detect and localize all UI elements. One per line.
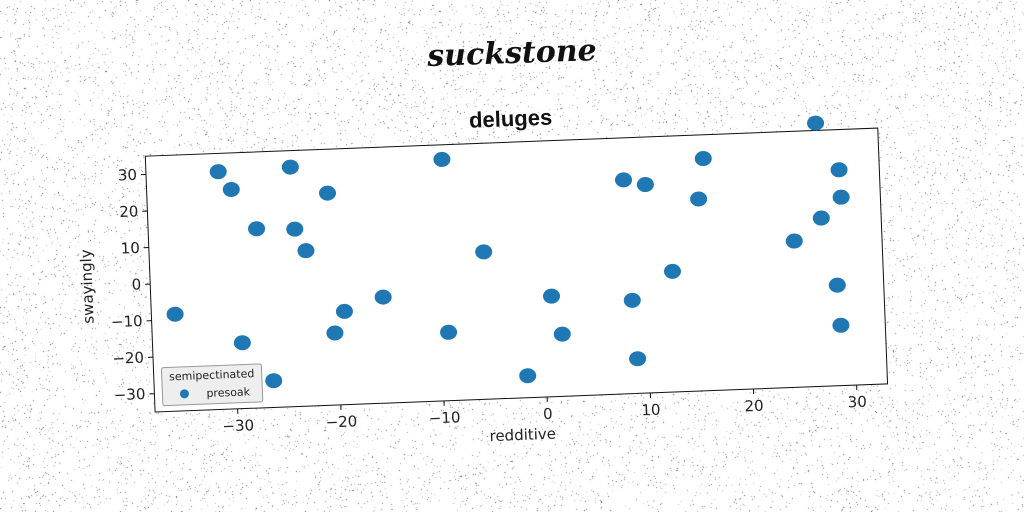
x-axis-label: redditive [489, 425, 556, 446]
data-point [690, 191, 708, 207]
x-axis: −30 −20 −10 0 10 20 30 [222, 385, 867, 435]
y-tick-label: 10 [120, 239, 140, 258]
data-point [319, 185, 336, 201]
data-point [286, 221, 304, 237]
series-presoak [166, 115, 850, 389]
x-tick-label: 0 [543, 405, 553, 423]
data-point [222, 181, 240, 197]
legend-marker [179, 389, 189, 399]
y-tick-label: −10 [111, 312, 143, 331]
data-point [812, 210, 830, 226]
y-tick-label: −30 [113, 385, 145, 404]
data-point [832, 189, 850, 205]
chart-title: deluges [469, 105, 553, 133]
x-tick-label: 30 [847, 393, 867, 412]
data-point [166, 306, 184, 322]
y-axis: 30 20 10 0 −10 −20 −30 [111, 166, 155, 404]
x-tick-label: −10 [428, 408, 460, 427]
data-point [785, 233, 803, 249]
x-tick-label: −30 [222, 416, 254, 435]
data-point [209, 164, 227, 180]
y-tick-label: −20 [112, 349, 144, 368]
data-point [248, 221, 266, 237]
data-point [832, 317, 850, 333]
data-point [233, 335, 251, 351]
data-point [374, 289, 392, 305]
y-axis-label: swayingly [77, 249, 98, 324]
data-point [830, 162, 848, 178]
y-tick-label: 0 [131, 275, 141, 293]
x-tick-label: 10 [641, 401, 661, 420]
legend-label-presoak: presoak [206, 385, 251, 400]
data-point [335, 303, 353, 319]
x-tick-label: 20 [744, 397, 764, 416]
data-point [623, 292, 641, 308]
x-tick-label: −20 [325, 412, 357, 431]
data-point [694, 151, 712, 167]
plot-group: deluges −30 −20 −10 0 10 20 30 3020100−10−20−3… [77, 105, 889, 446]
data-point [543, 288, 561, 304]
data-point [326, 325, 344, 341]
data-point [281, 159, 299, 175]
data-point [663, 263, 681, 279]
legend: semipectinated presoak [160, 363, 264, 407]
data-point [297, 243, 315, 259]
data-point [828, 277, 846, 293]
data-point [433, 151, 451, 167]
y-tick-label: 30 [118, 166, 138, 185]
data-point [475, 244, 493, 260]
data-point [615, 172, 633, 188]
data-point [440, 324, 458, 340]
data-point [519, 368, 537, 384]
data-point [636, 177, 654, 193]
legend-title: semipectinated [169, 367, 255, 383]
data-point [807, 115, 825, 131]
data-point [265, 373, 283, 389]
data-point [629, 351, 647, 367]
y-tick-label: 20 [119, 202, 139, 221]
data-point [553, 326, 571, 342]
